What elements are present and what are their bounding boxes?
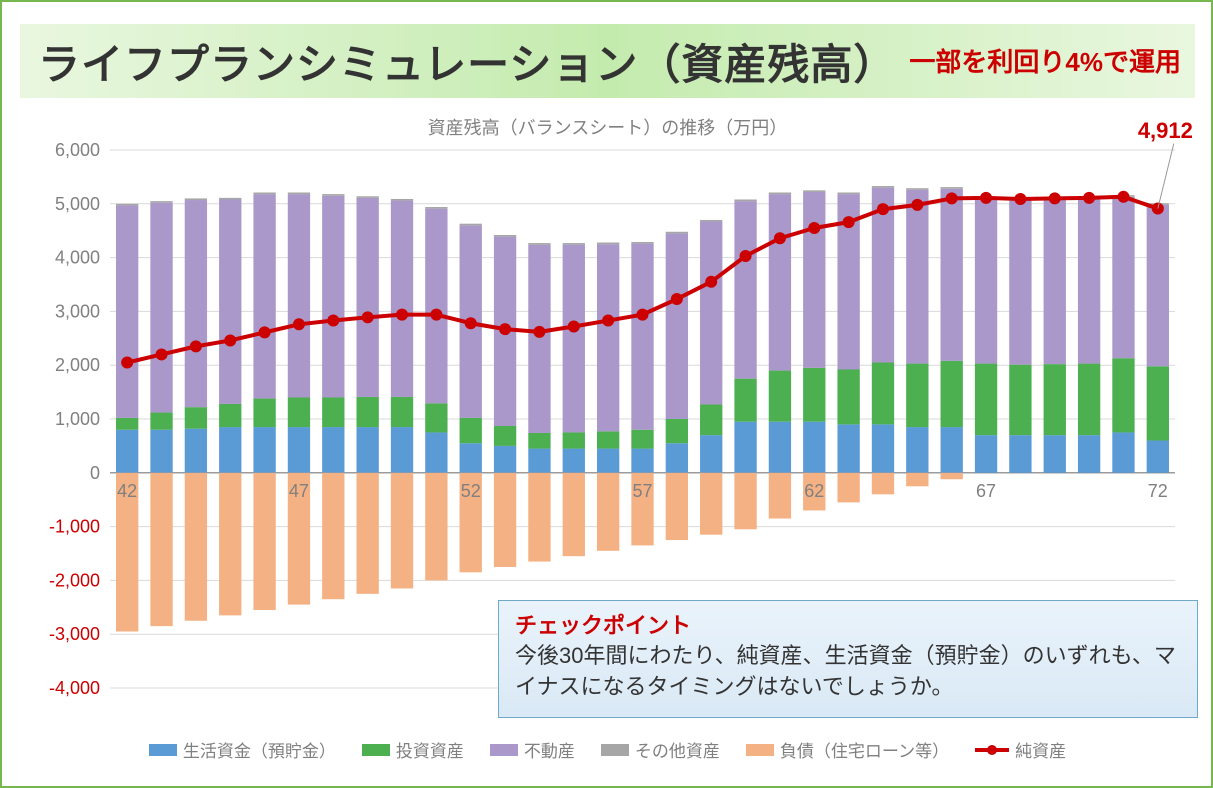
svg-text:57: 57 — [632, 481, 652, 501]
svg-text:-1,000: -1,000 — [49, 517, 100, 537]
svg-text:1,000: 1,000 — [55, 409, 100, 429]
legend-item-other: その他資産 — [601, 737, 720, 762]
svg-text:72: 72 — [1148, 481, 1168, 501]
svg-text:52: 52 — [461, 481, 481, 501]
svg-text:3,000: 3,000 — [55, 301, 100, 321]
legend-label: 純資産 — [1015, 737, 1066, 762]
legend-item-debt: 負債（住宅ローン等） — [746, 737, 949, 762]
svg-text:6,000: 6,000 — [55, 140, 100, 160]
svg-text:62: 62 — [804, 481, 824, 501]
checkpoint-callout: チェックポイント 今後30年間にわたり、純資産、生活資金（預貯金）のいずれも、マ… — [498, 600, 1198, 718]
svg-text:-4,000: -4,000 — [49, 678, 100, 698]
legend-swatch — [601, 744, 629, 756]
chart-title: 資産残高（バランスシート）の推移（万円） — [20, 114, 1195, 140]
legend-item-invest: 投資資産 — [362, 737, 464, 762]
callout-heading: チェックポイント — [515, 611, 1181, 642]
net-end-data-label: 4,912 — [1138, 118, 1193, 144]
legend-swatch — [746, 744, 774, 756]
legend-label: その他資産 — [635, 737, 720, 762]
legend-label: 生活資金（預貯金） — [183, 737, 336, 762]
svg-text:-3,000: -3,000 — [49, 624, 100, 644]
legend-item-living: 生活資金（預貯金） — [149, 737, 336, 762]
svg-text:4,000: 4,000 — [55, 248, 100, 268]
legend-label: 不動産 — [524, 737, 575, 762]
svg-text:42: 42 — [117, 481, 137, 501]
svg-text:47: 47 — [289, 481, 309, 501]
chart-legend: 生活資金（預貯金） 投資資産 不動産 その他資産 負債（住宅ローン等） 純資産 — [20, 737, 1195, 762]
chart-container: 資産残高（バランスシート）の推移（万円） -4,000 -3,000 -2,000 -… — [20, 108, 1195, 768]
legend-swatch — [149, 744, 177, 756]
svg-text:67: 67 — [976, 481, 996, 501]
legend-item-net: 純資産 — [975, 737, 1066, 762]
legend-swatch — [362, 744, 390, 756]
legend-item-realestate: 不動産 — [490, 737, 575, 762]
svg-text:0: 0 — [90, 463, 100, 483]
page-title: ライフプランシミュレーション（資産残高） — [20, 31, 896, 92]
title-bar: ライフプランシミュレーション（資産残高） 一部を利回り4%で運用 — [20, 24, 1195, 98]
legend-label: 負債（住宅ローン等） — [780, 737, 949, 762]
callout-body: 今後30年間にわたり、純資産、生活資金（預貯金）のいずれも、マイナスになるタイミ… — [515, 641, 1181, 703]
page-root: ライフプランシミュレーション（資産残高） 一部を利回り4%で運用 資産残高（バラ… — [0, 0, 1213, 788]
svg-text:-2,000: -2,000 — [49, 570, 100, 590]
svg-text:5,000: 5,000 — [55, 194, 100, 214]
legend-line-swatch — [975, 743, 1009, 757]
page-subtitle: 一部を利回り4%で運用 — [909, 42, 1181, 79]
svg-text:2,000: 2,000 — [55, 355, 100, 375]
legend-label: 投資資産 — [396, 737, 464, 762]
legend-swatch — [490, 744, 518, 756]
